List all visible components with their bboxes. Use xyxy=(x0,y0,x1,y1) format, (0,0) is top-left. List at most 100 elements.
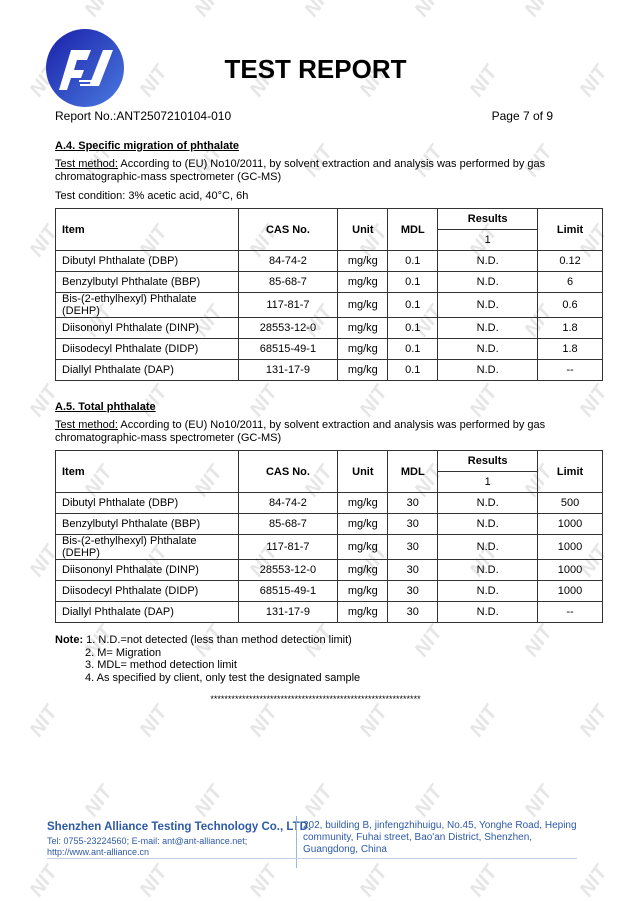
col-mdl: MDL xyxy=(387,208,439,251)
company-address: 202, building B, jinfengzhihuigu, No.45,… xyxy=(303,820,577,855)
cell-unit: mg/kg xyxy=(337,534,389,560)
cell-limit: 6 xyxy=(537,271,603,293)
cell-mdl: 30 xyxy=(387,534,439,560)
col-unit: Unit xyxy=(337,450,389,493)
cell-limit: 1.8 xyxy=(537,338,603,360)
company-logo xyxy=(46,29,124,107)
website-link: http://www.ant-alliance.cn xyxy=(47,847,150,857)
cell-mdl: 0.1 xyxy=(387,338,439,360)
notes: Note: 1. N.D.=not detected (less than me… xyxy=(55,634,360,684)
watermark-text: NIT xyxy=(410,0,448,21)
watermark-text: NIT xyxy=(465,861,503,901)
watermark-text: NIT xyxy=(355,381,393,421)
col-mdl: MDL xyxy=(387,450,439,493)
table-row: Benzylbutyl Phthalate (BBP) 85-68-7 mg/k… xyxy=(55,271,603,293)
note-item: 4. As specified by client, only test the… xyxy=(85,671,361,684)
table-row: Bis-(2-ethylhexyl) Phthalate (DEHP) 117-… xyxy=(55,534,603,560)
watermark-text: NIT xyxy=(25,701,63,741)
cell-item: Bis-(2-ethylhexyl) Phthalate (DEHP) xyxy=(55,534,239,560)
note-item: 1. N.D.=not detected (less than method d… xyxy=(86,634,352,646)
watermark-text: NIT xyxy=(245,381,283,421)
cell-result: N.D. xyxy=(437,271,539,293)
table-row: Diisodecyl Phthalate (DIDP) 68515-49-1 m… xyxy=(55,338,603,360)
cell-unit: mg/kg xyxy=(337,580,389,602)
note-item: 2. M= Migration xyxy=(85,646,162,659)
method-text: According to (EU) No10/2011, by solvent … xyxy=(55,158,546,183)
cell-item: Diisononyl Phthalate (DINP) xyxy=(55,317,239,339)
cell-item: Benzylbutyl Phthalate (BBP) xyxy=(55,513,239,535)
method-label: Test method: xyxy=(55,158,118,170)
cell-result: N.D. xyxy=(437,492,539,514)
watermark-text: NIT xyxy=(465,381,503,421)
watermark-text: NIT xyxy=(575,701,613,741)
watermark-text: NIT xyxy=(520,621,558,661)
cell-unit: mg/kg xyxy=(337,601,389,623)
cell-cas: 117-81-7 xyxy=(237,292,339,318)
watermark-text: NIT xyxy=(465,701,503,741)
cell-mdl: 30 xyxy=(387,559,439,581)
watermark-text: NIT xyxy=(245,701,283,741)
page-title: TEST REPORT xyxy=(224,54,407,84)
cell-cas: 84-74-2 xyxy=(237,250,339,272)
watermark-text: NIT xyxy=(80,0,118,21)
method-label: Test method: xyxy=(55,419,118,431)
watermark-text: NIT xyxy=(520,0,558,21)
page-number: Page 7 of 9 xyxy=(491,109,553,123)
section-a5-method: Test method: According to (EU) No10/2011… xyxy=(55,419,575,445)
col-results: Results xyxy=(437,208,539,230)
cell-item: Diallyl Phthalate (DAP) xyxy=(55,601,239,623)
specific-migration-table: Item CAS No. Unit MDL Results Limit 1 Di… xyxy=(55,208,603,381)
table-row: Benzylbutyl Phthalate (BBP) 85-68-7 mg/k… xyxy=(55,513,603,535)
table-row: Dibutyl Phthalate (DBP) 84-74-2 mg/kg 30… xyxy=(55,492,603,514)
footer-rule xyxy=(47,858,577,859)
cell-item: Diallyl Phthalate (DAP) xyxy=(55,359,239,381)
cell-unit: mg/kg xyxy=(337,513,389,535)
end-of-report-marker: ****************************************… xyxy=(210,694,421,704)
company-name: Shenzhen Alliance Testing Technology Co.… xyxy=(47,821,312,833)
cell-mdl: 0.1 xyxy=(387,317,439,339)
notes-label: Note: xyxy=(55,634,84,646)
col-cas: CAS No. xyxy=(237,208,339,251)
cell-limit: 1.8 xyxy=(537,317,603,339)
cell-unit: mg/kg xyxy=(337,317,389,339)
table-row: Dibutyl Phthalate (DBP) 84-74-2 mg/kg 0.… xyxy=(55,250,603,272)
contact-line: Tel: 0755-23224560; E-mail: ant@ant-alli… xyxy=(47,836,248,846)
cell-cas: 28553-12-0 xyxy=(237,317,339,339)
section-a4-heading: A.4. Specific migration of phthalate xyxy=(55,140,239,152)
cell-result: N.D. xyxy=(437,359,539,381)
cell-result: N.D. xyxy=(437,513,539,535)
cell-cas: 117-81-7 xyxy=(237,534,339,560)
table-header-row: Item CAS No. Unit MDL Results Limit xyxy=(55,208,603,251)
cell-mdl: 30 xyxy=(387,492,439,514)
watermark-text: NIT xyxy=(300,781,338,821)
cell-limit: -- xyxy=(537,601,603,623)
watermark-text: NIT xyxy=(25,861,63,901)
cell-limit: 500 xyxy=(537,492,603,514)
cell-unit: mg/kg xyxy=(337,338,389,360)
section-a5-heading: A.5. Total phthalate xyxy=(55,401,156,413)
cell-mdl: 30 xyxy=(387,513,439,535)
cell-mdl: 0.1 xyxy=(387,292,439,318)
cell-item: Diisodecyl Phthalate (DIDP) xyxy=(55,580,239,602)
report-number: Report No.:ANT2507210104-010 xyxy=(55,109,232,123)
cell-limit: 0.12 xyxy=(537,250,603,272)
note-item: 3. MDL= method detection limit xyxy=(85,659,237,671)
cell-limit: 0.6 xyxy=(537,292,603,318)
cell-cas: 68515-49-1 xyxy=(237,338,339,360)
cell-cas: 131-17-9 xyxy=(237,359,339,381)
col-cas: CAS No. xyxy=(237,450,339,493)
cell-result: N.D. xyxy=(437,601,539,623)
watermark-text: NIT xyxy=(0,0,8,21)
watermark-text: NIT xyxy=(410,781,448,821)
cell-unit: mg/kg xyxy=(337,271,389,293)
col-limit: Limit xyxy=(537,450,603,493)
cell-result: N.D. xyxy=(437,292,539,318)
watermark-text: NIT xyxy=(520,781,558,821)
cell-item: Dibutyl Phthalate (DBP) xyxy=(55,492,239,514)
watermark-text: NIT xyxy=(410,621,448,661)
cell-cas: 85-68-7 xyxy=(237,513,339,535)
watermark-text: NIT xyxy=(575,861,613,901)
table-row: Diallyl Phthalate (DAP) 131-17-9 mg/kg 0… xyxy=(55,359,603,381)
watermark-text: NIT xyxy=(575,381,613,421)
col-unit: Unit xyxy=(337,208,389,251)
